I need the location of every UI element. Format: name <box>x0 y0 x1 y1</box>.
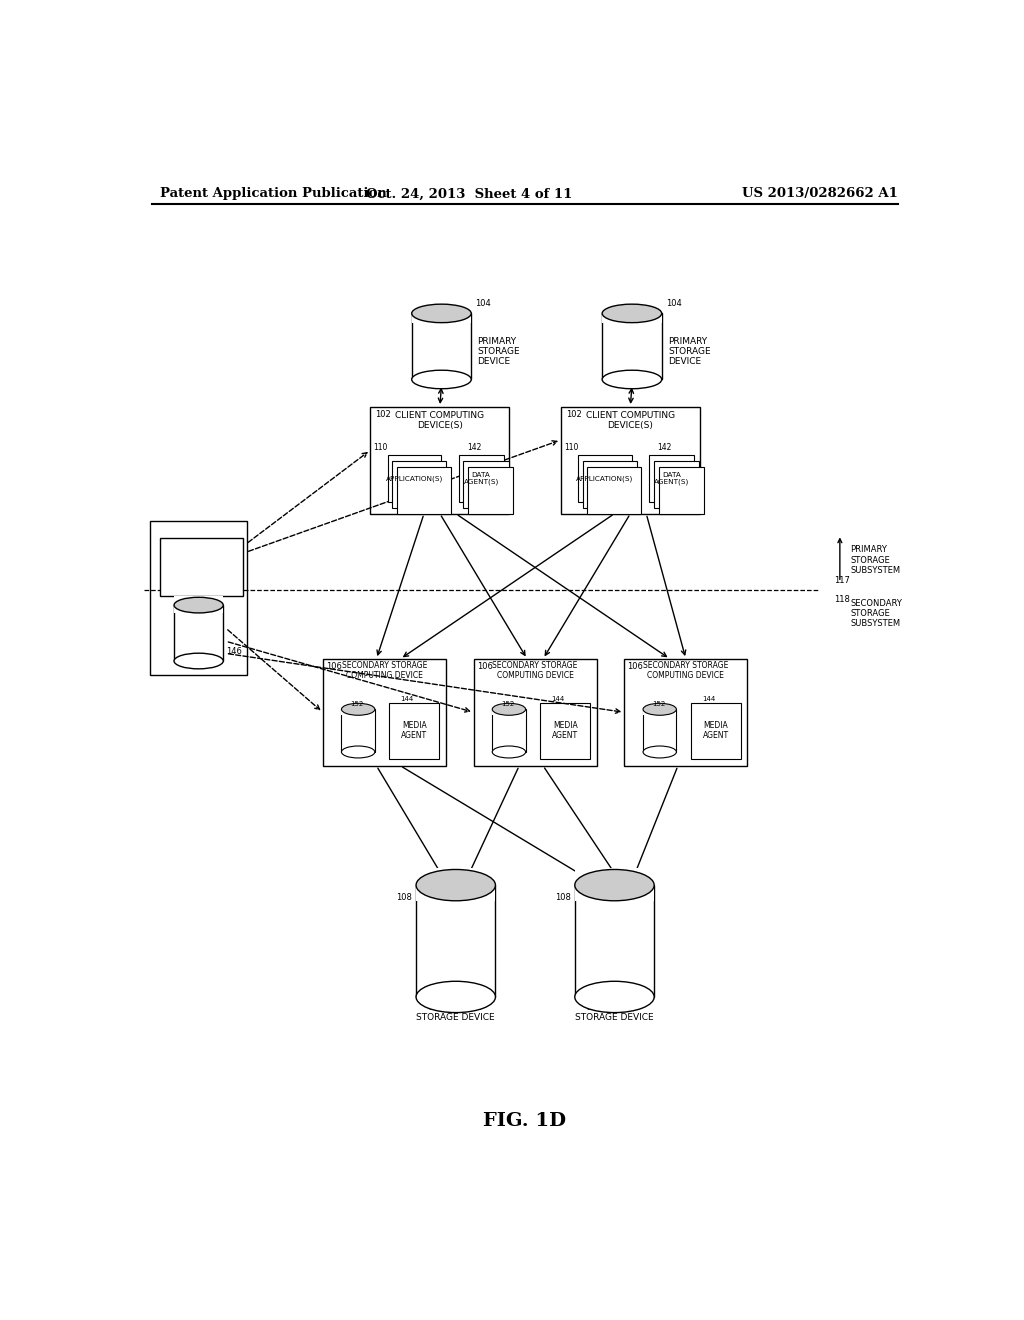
FancyBboxPatch shape <box>649 455 694 502</box>
FancyBboxPatch shape <box>578 455 632 502</box>
Polygon shape <box>643 709 677 752</box>
Ellipse shape <box>602 304 662 322</box>
Ellipse shape <box>341 746 375 758</box>
FancyBboxPatch shape <box>561 407 699 513</box>
Text: 106: 106 <box>628 663 643 671</box>
Ellipse shape <box>574 981 654 1012</box>
Polygon shape <box>602 313 662 379</box>
Polygon shape <box>643 702 677 715</box>
Text: 102: 102 <box>375 411 391 418</box>
FancyBboxPatch shape <box>397 467 451 515</box>
Text: 110: 110 <box>374 444 388 453</box>
Polygon shape <box>412 304 471 322</box>
Polygon shape <box>341 709 375 752</box>
FancyBboxPatch shape <box>323 659 445 766</box>
Text: 108: 108 <box>396 894 412 903</box>
Text: 140: 140 <box>163 540 178 549</box>
Ellipse shape <box>643 704 677 715</box>
FancyBboxPatch shape <box>541 702 590 759</box>
Ellipse shape <box>574 870 654 900</box>
Text: 106: 106 <box>477 663 493 671</box>
Polygon shape <box>574 869 654 900</box>
Text: US 2013/0282662 A1: US 2013/0282662 A1 <box>742 187 898 201</box>
Ellipse shape <box>412 304 471 322</box>
Text: 144: 144 <box>701 696 715 702</box>
Text: 117: 117 <box>835 577 850 585</box>
FancyBboxPatch shape <box>392 461 446 508</box>
Polygon shape <box>174 605 223 661</box>
Ellipse shape <box>412 370 471 388</box>
Text: APPLICATION(S): APPLICATION(S) <box>386 475 443 482</box>
FancyBboxPatch shape <box>625 659 748 766</box>
Text: 110: 110 <box>564 444 579 453</box>
FancyBboxPatch shape <box>583 461 637 508</box>
Text: 118: 118 <box>835 595 850 605</box>
Text: SECONDARY
STORAGE
SUBSYSTEM: SECONDARY STORAGE SUBSYSTEM <box>850 598 902 628</box>
Text: DATA
AGENT(S): DATA AGENT(S) <box>464 471 499 486</box>
Text: 142: 142 <box>657 444 672 453</box>
Text: SECONDARY STORAGE
COMPUTING DEVICE: SECONDARY STORAGE COMPUTING DEVICE <box>643 661 729 680</box>
FancyBboxPatch shape <box>658 467 703 515</box>
FancyBboxPatch shape <box>653 461 699 508</box>
Text: 104: 104 <box>475 300 490 309</box>
Text: 144: 144 <box>551 696 564 702</box>
Ellipse shape <box>643 746 677 758</box>
Text: APPLICATION(S): APPLICATION(S) <box>577 475 634 482</box>
Text: SECONDARY STORAGE
COMPUTING DEVICE: SECONDARY STORAGE COMPUTING DEVICE <box>493 661 578 680</box>
Text: SECONDARY
STORAGE DEVICE: SECONDARY STORAGE DEVICE <box>417 1003 495 1023</box>
Polygon shape <box>412 313 471 379</box>
Ellipse shape <box>416 981 496 1012</box>
FancyBboxPatch shape <box>389 702 439 759</box>
Text: CLIENT COMPUTING
DEVICE(S): CLIENT COMPUTING DEVICE(S) <box>395 411 484 430</box>
Ellipse shape <box>174 653 223 669</box>
Polygon shape <box>493 709 525 752</box>
FancyBboxPatch shape <box>371 407 509 513</box>
Text: 152: 152 <box>651 701 665 708</box>
Ellipse shape <box>174 597 223 612</box>
Ellipse shape <box>602 370 662 388</box>
Polygon shape <box>602 304 662 322</box>
Text: 106: 106 <box>326 663 342 671</box>
Text: DATA
AGENT(S): DATA AGENT(S) <box>654 471 689 486</box>
Text: PRIMARY
STORAGE
DEVICE: PRIMARY STORAGE DEVICE <box>668 337 711 367</box>
Ellipse shape <box>341 704 375 715</box>
Polygon shape <box>416 886 496 997</box>
Polygon shape <box>493 702 525 715</box>
Text: PRIMARY
STORAGE
SUBSYSTEM: PRIMARY STORAGE SUBSYSTEM <box>850 545 900 576</box>
Text: MEDIA
AGENT: MEDIA AGENT <box>401 721 428 741</box>
Text: CLIENT COMPUTING
DEVICE(S): CLIENT COMPUTING DEVICE(S) <box>586 411 675 430</box>
Polygon shape <box>174 597 223 612</box>
FancyBboxPatch shape <box>387 455 441 502</box>
Text: Oct. 24, 2013  Sheet 4 of 11: Oct. 24, 2013 Sheet 4 of 11 <box>366 187 572 201</box>
Text: 144: 144 <box>400 696 414 702</box>
Ellipse shape <box>416 870 496 900</box>
FancyBboxPatch shape <box>459 455 504 502</box>
Text: Patent Application Publication: Patent Application Publication <box>160 187 386 201</box>
Text: PRIMARY
STORAGE
DEVICE: PRIMARY STORAGE DEVICE <box>477 337 520 367</box>
Text: FIG. 1D: FIG. 1D <box>483 1111 566 1130</box>
Text: 146: 146 <box>225 647 242 656</box>
Text: SECONDARY STORAGE
COMPUTING DEVICE: SECONDARY STORAGE COMPUTING DEVICE <box>342 661 427 680</box>
FancyBboxPatch shape <box>588 467 641 515</box>
FancyBboxPatch shape <box>160 537 244 597</box>
Text: 104: 104 <box>666 300 681 309</box>
FancyBboxPatch shape <box>691 702 741 759</box>
Text: 102: 102 <box>565 411 582 418</box>
Text: MEDIA
AGENT: MEDIA AGENT <box>552 721 579 741</box>
Polygon shape <box>574 886 654 997</box>
Text: 152: 152 <box>501 701 514 708</box>
Text: SECONDARY
STORAGE DEVICE: SECONDARY STORAGE DEVICE <box>575 1003 653 1023</box>
Polygon shape <box>341 702 375 715</box>
Ellipse shape <box>493 704 525 715</box>
FancyBboxPatch shape <box>463 461 509 508</box>
Text: MEDIA
AGENT: MEDIA AGENT <box>703 721 729 741</box>
FancyBboxPatch shape <box>468 467 513 515</box>
FancyBboxPatch shape <box>474 659 597 766</box>
Text: STORAGE
MANAGER: STORAGE MANAGER <box>179 557 224 577</box>
Text: 108: 108 <box>555 894 570 903</box>
Polygon shape <box>416 869 496 900</box>
Ellipse shape <box>493 746 525 758</box>
Text: 142: 142 <box>467 444 481 453</box>
Text: 152: 152 <box>350 701 364 708</box>
